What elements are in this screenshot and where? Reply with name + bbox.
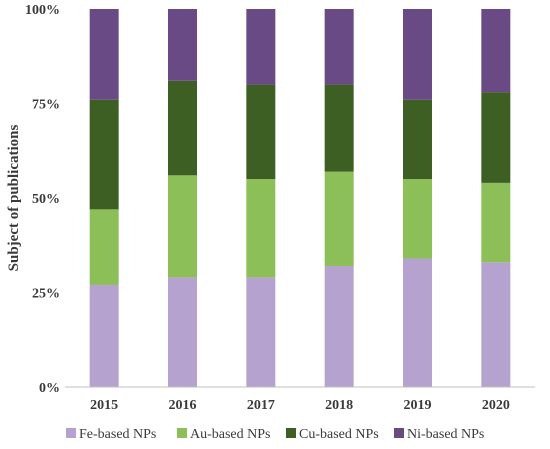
bar-2018-series-3	[324, 9, 354, 85]
bars-layer	[89, 9, 511, 387]
legend-swatch	[177, 428, 187, 438]
x-tick-label: 2017	[247, 398, 275, 413]
bar-2017-series-2	[246, 84, 276, 180]
x-tick-label: 2016	[169, 398, 197, 413]
legend-item: Ni-based NPs	[394, 427, 484, 442]
bar-2015-series-1	[89, 209, 119, 285]
x-tick-labels: 2015 2016 2017 2018 2019 2020	[90, 398, 510, 413]
legend-item: Fe-based NPs	[66, 427, 156, 442]
legend-item: Au-based NPs	[177, 427, 271, 442]
bar-2018-series-1	[324, 171, 354, 267]
bar-2016-series-1	[168, 175, 197, 278]
y-tick-label: 25%	[32, 287, 60, 302]
y-tick-label: 100%	[25, 3, 60, 18]
bar-2018-series-0	[324, 266, 354, 387]
legend-label: Ni-based NPs	[407, 427, 484, 442]
bar-2015-series-2	[89, 99, 119, 210]
bar-2020-series-3	[481, 9, 511, 93]
y-tick-labels: 0% 25% 50% 75% 100%	[25, 3, 60, 396]
bar-2019-series-1	[403, 179, 432, 259]
y-axis-title: Subject of publications	[6, 124, 22, 271]
x-tick-label: 2020	[482, 398, 510, 413]
y-tick-label: 50%	[32, 192, 60, 207]
legend-item: Cu-based NPs	[286, 427, 379, 442]
y-tick-label: 75%	[32, 98, 60, 113]
x-tick-label: 2015	[90, 398, 118, 413]
bar-2019-series-2	[403, 99, 432, 180]
bar-2019-series-0	[403, 258, 432, 387]
bar-2015-series-3	[89, 9, 119, 100]
bar-2016-series-3	[168, 9, 197, 81]
legend-label: Fe-based NPs	[79, 427, 156, 442]
bar-2017-series-0	[246, 277, 276, 387]
bar-2020-series-1	[481, 182, 511, 263]
bar-2020-series-2	[481, 92, 511, 183]
bar-2017-series-3	[246, 9, 276, 85]
legend-swatch	[286, 428, 296, 438]
y-tick-label: 0%	[39, 381, 60, 396]
bar-2016-series-0	[168, 277, 197, 387]
bar-2015-series-0	[89, 284, 119, 387]
x-tick-label: 2019	[404, 398, 432, 413]
bar-2016-series-2	[168, 80, 197, 176]
legend-label: Au-based NPs	[190, 427, 271, 442]
bar-2020-series-0	[481, 262, 511, 387]
x-tick-label: 2018	[325, 398, 353, 413]
legend: Fe-based NPs Au-based NPs Cu-based NPs Ni-b…	[66, 427, 484, 442]
legend-swatch	[394, 428, 404, 438]
bar-2017-series-1	[246, 179, 276, 278]
bar-2018-series-2	[324, 84, 354, 172]
bar-2019-series-3	[403, 9, 432, 100]
legend-swatch	[66, 428, 76, 438]
legend-label: Cu-based NPs	[299, 427, 379, 442]
